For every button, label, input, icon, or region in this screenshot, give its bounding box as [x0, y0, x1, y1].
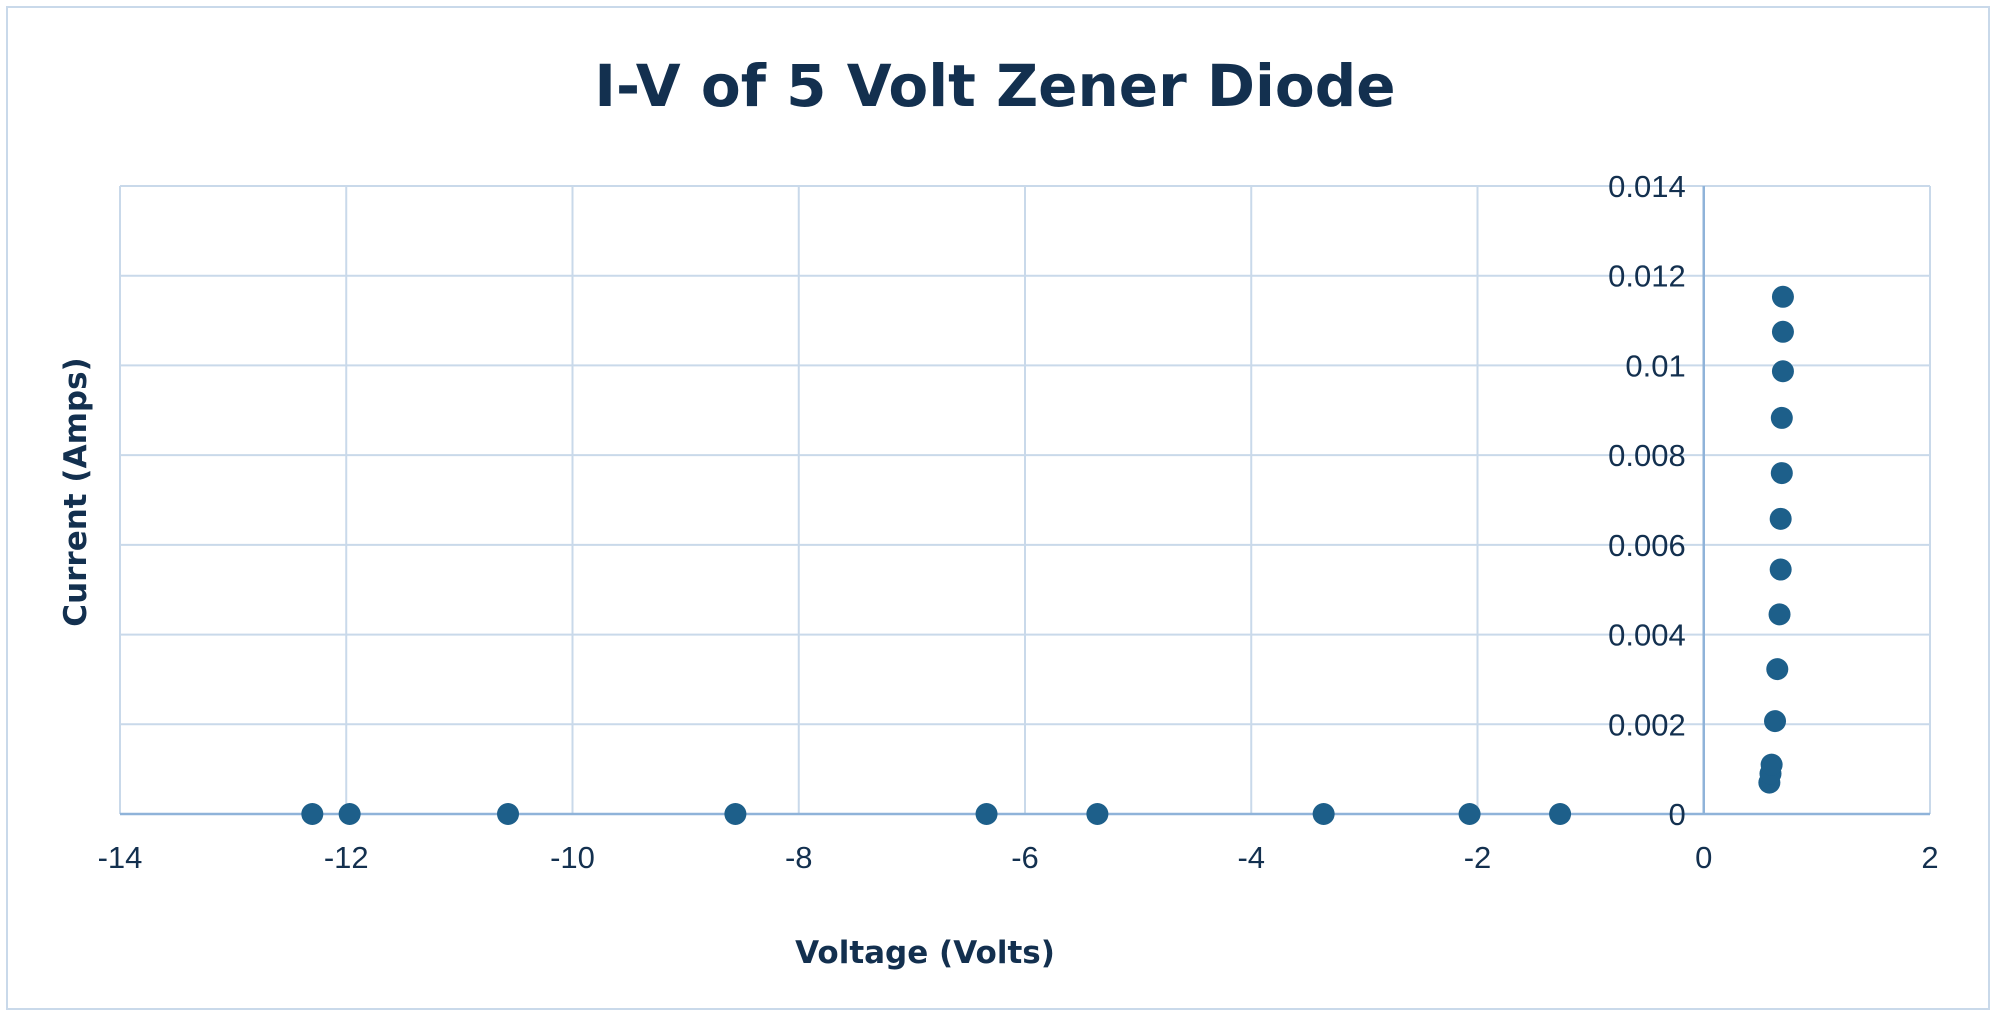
x-tick-label: -8 — [785, 840, 813, 875]
tick-labels: -14 -12 -10 -8 -6 -4 -2 0 2 0 0.002 0.004 0.006 0.008… — [98, 169, 1939, 875]
data-point — [1770, 406, 1793, 429]
data-point — [1769, 507, 1792, 530]
data-point — [724, 803, 747, 825]
data-point — [301, 803, 324, 825]
data-point — [1760, 753, 1783, 776]
data-point — [1549, 803, 1572, 825]
data-point — [1312, 803, 1335, 825]
y-tick-label: 0.01 — [1625, 348, 1685, 383]
data-point — [1770, 462, 1793, 485]
x-tick-label: -10 — [550, 840, 595, 875]
data-point — [1771, 320, 1794, 343]
y-axis-title: Current (Amps) — [58, 357, 94, 626]
y-tick-label: 0.008 — [1608, 438, 1686, 473]
data-points — [301, 285, 1794, 825]
y-tick-label: 0.012 — [1608, 259, 1686, 294]
chart-title: I-V of 5 Volt Zener Diode — [594, 52, 1395, 120]
data-point — [1766, 658, 1789, 681]
data-point — [1458, 803, 1481, 825]
data-point — [497, 803, 520, 825]
x-tick-label: -6 — [1011, 840, 1039, 875]
grid-lines — [119, 185, 1931, 814]
data-point — [1769, 558, 1792, 581]
data-point — [1086, 803, 1109, 825]
chart-frame — [6, 6, 1990, 1010]
y-tick-label: 0.002 — [1608, 707, 1686, 742]
y-tick-label: 0.006 — [1608, 528, 1686, 563]
data-point — [1771, 285, 1794, 308]
x-tick-label: 0 — [1695, 840, 1712, 875]
data-point — [1771, 360, 1794, 383]
x-tick-label: -14 — [98, 840, 143, 875]
y-tick-label: 0.014 — [1608, 169, 1686, 204]
data-point — [338, 803, 361, 825]
axes — [120, 186, 1930, 816]
data-point — [1764, 710, 1787, 733]
x-tick-label: -4 — [1237, 840, 1265, 875]
x-tick-label: 2 — [1921, 840, 1938, 875]
y-tick-label: 0 — [1669, 797, 1686, 832]
x-tick-label: -12 — [324, 840, 369, 875]
data-point — [1768, 603, 1791, 626]
x-tick-label: -2 — [1464, 840, 1492, 875]
y-tick-label: 0.004 — [1608, 618, 1686, 653]
x-axis-title: Voltage (Volts) — [795, 935, 1055, 971]
data-point — [975, 803, 998, 825]
